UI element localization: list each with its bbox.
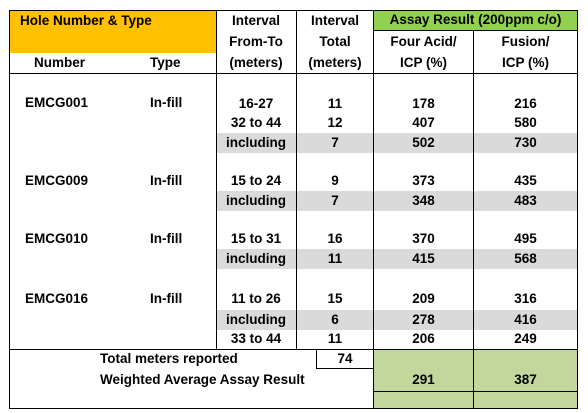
- border-col-assay: [373, 10, 374, 409]
- row-number: EMCG001: [25, 95, 89, 110]
- row-four-acid: 502: [412, 135, 435, 150]
- border-col-interval: [216, 10, 217, 350]
- weighted-four-acid: 291: [412, 372, 435, 387]
- row-fusion: 435: [514, 173, 537, 188]
- shade-row-9: [216, 310, 577, 330]
- row-type: In-fill: [150, 231, 183, 246]
- row-type: In-fill: [150, 291, 183, 306]
- row-fusion: 416: [514, 312, 537, 327]
- fusion-header-2: ICP (%): [501, 55, 549, 70]
- row-four-acid: 178: [412, 96, 435, 111]
- row-interval: 15 to 31: [230, 231, 282, 246]
- number-header: Number: [34, 55, 86, 70]
- assay-header-bg: [374, 10, 577, 30]
- interval-header-2: From-To: [229, 34, 283, 49]
- shade-row-3: [216, 133, 577, 153]
- border-total-bottom: [316, 368, 373, 369]
- row-interval: 15 to 24: [230, 173, 282, 188]
- assay-group-header: Assay Result (200ppm c/o): [389, 12, 562, 27]
- border-bottom: [9, 408, 578, 409]
- shade-row-5: [216, 191, 577, 211]
- row-interval: including: [226, 135, 286, 150]
- row-number: EMCG016: [25, 291, 89, 306]
- total-meters-value: 74: [337, 351, 353, 366]
- row-fusion: 730: [514, 135, 537, 150]
- row-four-acid: 348: [412, 193, 435, 208]
- border-left: [9, 10, 10, 409]
- weighted-fusion: 387: [514, 372, 537, 387]
- total-header-3: (meters): [308, 55, 362, 70]
- row-interval: including: [226, 312, 286, 327]
- row-four-acid: 407: [412, 115, 435, 130]
- shade-row-7: [216, 249, 577, 269]
- row-interval: including: [226, 193, 286, 208]
- row-interval: 11 to 26: [231, 291, 281, 306]
- row-total: 12: [327, 115, 343, 130]
- row-type: In-fill: [150, 95, 183, 110]
- row-four-acid: 209: [412, 291, 435, 306]
- row-fusion: 495: [514, 231, 537, 246]
- row-interval: 32 to 44: [230, 115, 282, 130]
- four-acid-header-2: ICP (%): [399, 55, 447, 70]
- weighted-average-label: Weighted Average Assay Result: [100, 372, 305, 387]
- row-fusion: 483: [514, 193, 537, 208]
- hole-header-bg: [9, 10, 216, 53]
- total-header-1: Interval: [310, 13, 360, 28]
- border-header-bottom: [9, 73, 578, 74]
- row-total: 6: [331, 312, 339, 327]
- row-total: 11: [327, 251, 343, 266]
- border-weighted-bottom: [374, 391, 578, 392]
- row-interval: 16-27: [238, 96, 274, 111]
- row-total: 11: [327, 96, 343, 111]
- row-fusion: 568: [514, 251, 537, 266]
- row-total: 11: [327, 331, 343, 346]
- four-acid-header-1: Four Acid/: [390, 34, 457, 49]
- row-total: 16: [327, 231, 343, 246]
- row-fusion: 216: [514, 96, 537, 111]
- footer-green-bg: [374, 349, 577, 408]
- row-four-acid: 278: [412, 312, 435, 327]
- border-right: [577, 10, 578, 409]
- row-interval: 33 to 44: [230, 331, 282, 346]
- row-four-acid: 370: [412, 231, 435, 246]
- border-top: [9, 10, 578, 11]
- border-total-left: [316, 349, 317, 369]
- row-type: In-fill: [150, 173, 183, 188]
- interval-header-1: Interval: [231, 13, 281, 28]
- row-four-acid: 206: [412, 331, 435, 346]
- interval-header-3: (meters): [229, 55, 283, 70]
- row-total: 15: [327, 291, 343, 306]
- row-fusion: 249: [514, 331, 537, 346]
- row-total: 7: [331, 135, 339, 150]
- row-four-acid: 415: [412, 251, 435, 266]
- border-col-total: [296, 10, 297, 350]
- hole-group-header: Hole Number & Type: [20, 13, 152, 28]
- row-fusion: 316: [514, 291, 537, 306]
- fusion-header-1: Fusion/: [501, 34, 550, 49]
- row-total: 7: [331, 193, 339, 208]
- row-total: 9: [331, 173, 339, 188]
- total-header-2: Total: [319, 34, 351, 49]
- type-header: Type: [150, 55, 181, 70]
- row-number: EMCG009: [25, 173, 89, 188]
- row-number: EMCG010: [25, 231, 89, 246]
- total-meters-label: Total meters reported: [100, 351, 238, 366]
- border-header-assay: [374, 30, 578, 31]
- row-interval: including: [226, 251, 286, 266]
- border-body-bottom: [9, 349, 578, 350]
- border-col-fusion: [473, 30, 474, 409]
- row-four-acid: 373: [412, 173, 435, 188]
- row-fusion: 580: [514, 115, 537, 130]
